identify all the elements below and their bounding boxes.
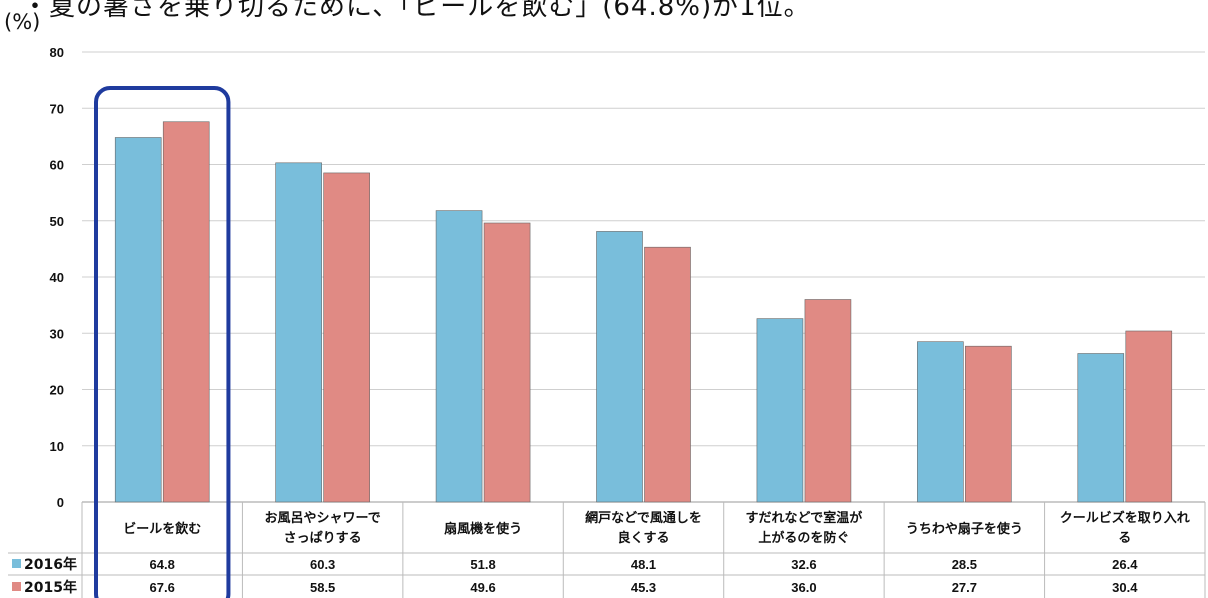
data-label-2015: 49.6 bbox=[470, 580, 495, 595]
bar-2015 bbox=[162, 121, 210, 503]
y-axis-unit: (%) bbox=[4, 10, 41, 34]
category-label: る bbox=[1118, 531, 1131, 546]
data-label-2015: 30.4 bbox=[1112, 580, 1138, 595]
data-label-2016: 51.8 bbox=[470, 557, 495, 572]
category-label: 網戸などで風通しを bbox=[585, 510, 702, 526]
data-label-2015: 27.7 bbox=[952, 580, 977, 595]
y-tick-label: 20 bbox=[50, 383, 64, 398]
y-tick-label: 70 bbox=[50, 101, 64, 116]
category-label: クールビズを取り入れ bbox=[1060, 510, 1190, 526]
bar-2015 bbox=[483, 222, 531, 503]
data-label-2015: 58.5 bbox=[310, 580, 335, 595]
legend-label: 2016年 bbox=[24, 556, 77, 573]
bar-2015 bbox=[804, 299, 852, 503]
bar-2016 bbox=[435, 210, 483, 503]
bar-2016 bbox=[596, 231, 643, 503]
category-label: さっぱりする bbox=[284, 530, 362, 546]
y-tick-label: 40 bbox=[50, 270, 64, 285]
legend-swatch-2015 bbox=[12, 582, 21, 591]
category-label: 扇風機を使う bbox=[444, 521, 522, 537]
bar-2016 bbox=[756, 318, 804, 503]
category-label: 上がるのを防ぐ bbox=[758, 530, 849, 546]
bar-2015 bbox=[1125, 330, 1173, 503]
y-tick-label: 30 bbox=[50, 326, 64, 341]
data-label-2016: 32.6 bbox=[791, 557, 816, 572]
y-tick-label: 60 bbox=[50, 158, 64, 173]
data-label-2016: 26.4 bbox=[1112, 557, 1138, 572]
bar-2016 bbox=[1077, 353, 1125, 503]
data-label-2016: 60.3 bbox=[310, 557, 335, 572]
bar-2015 bbox=[323, 172, 370, 503]
y-tick-label: 50 bbox=[50, 214, 64, 229]
y-tick-label: 10 bbox=[50, 439, 64, 454]
legend-swatch-2016 bbox=[12, 559, 21, 568]
data-label-2016: 48.1 bbox=[631, 557, 656, 572]
category-label: 良くする bbox=[617, 530, 669, 546]
data-label-2015: 45.3 bbox=[631, 580, 656, 595]
bar-2016 bbox=[917, 341, 964, 503]
bar-2015 bbox=[965, 345, 1012, 503]
highlight-frame bbox=[94, 86, 231, 598]
bar-2016 bbox=[275, 162, 322, 503]
category-label: ビールを飲む bbox=[123, 521, 201, 537]
data-label-2016: 28.5 bbox=[952, 557, 977, 572]
bar-2016 bbox=[114, 137, 162, 503]
data-label-2015: 67.6 bbox=[150, 580, 175, 595]
legend-label: 2015年 bbox=[24, 579, 77, 596]
y-tick-label: 80 bbox=[50, 45, 64, 60]
data-label-2016: 64.8 bbox=[150, 557, 175, 572]
category-label: うちわや扇子を使う bbox=[906, 521, 1023, 537]
data-label-2015: 36.0 bbox=[791, 580, 816, 595]
chart-headline: ・夏の暑さを乗り切るために、「ビールを飲む」(64.8%)が1位。 bbox=[22, 0, 811, 22]
y-tick-label: 0 bbox=[57, 495, 64, 510]
bar-2015 bbox=[644, 246, 691, 503]
category-label: すだれなどで室温が bbox=[746, 510, 863, 526]
category-label: お風呂やシャワーで bbox=[265, 511, 381, 526]
